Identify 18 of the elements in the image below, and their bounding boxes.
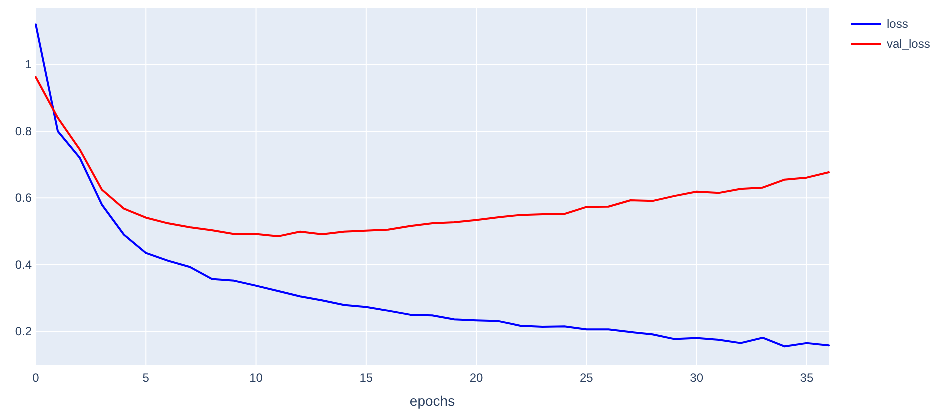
line-series xyxy=(35,76,830,238)
x-axis-title: epochs xyxy=(410,393,456,409)
x-tick-label: 0 xyxy=(32,371,40,385)
line-series xyxy=(35,24,830,348)
x-tick-label: 30 xyxy=(690,371,704,385)
x-tick-label: 35 xyxy=(800,371,814,385)
x-tick-label: 15 xyxy=(360,371,374,385)
legend-label: loss xyxy=(887,17,908,31)
legend-label: val_loss xyxy=(887,37,930,51)
y-tick-label: 0.4 xyxy=(15,258,32,272)
y-tick-label: 0.6 xyxy=(15,191,32,206)
x-tick-label: 5 xyxy=(142,371,150,385)
x-tick-label: 25 xyxy=(580,371,594,385)
x-tick-label: 10 xyxy=(250,371,264,385)
y-tick-label: 0.8 xyxy=(15,124,32,138)
y-tick-label: 0.2 xyxy=(15,324,32,339)
x-tick-label: 20 xyxy=(470,371,484,385)
y-tick-label: 1 xyxy=(25,58,32,72)
